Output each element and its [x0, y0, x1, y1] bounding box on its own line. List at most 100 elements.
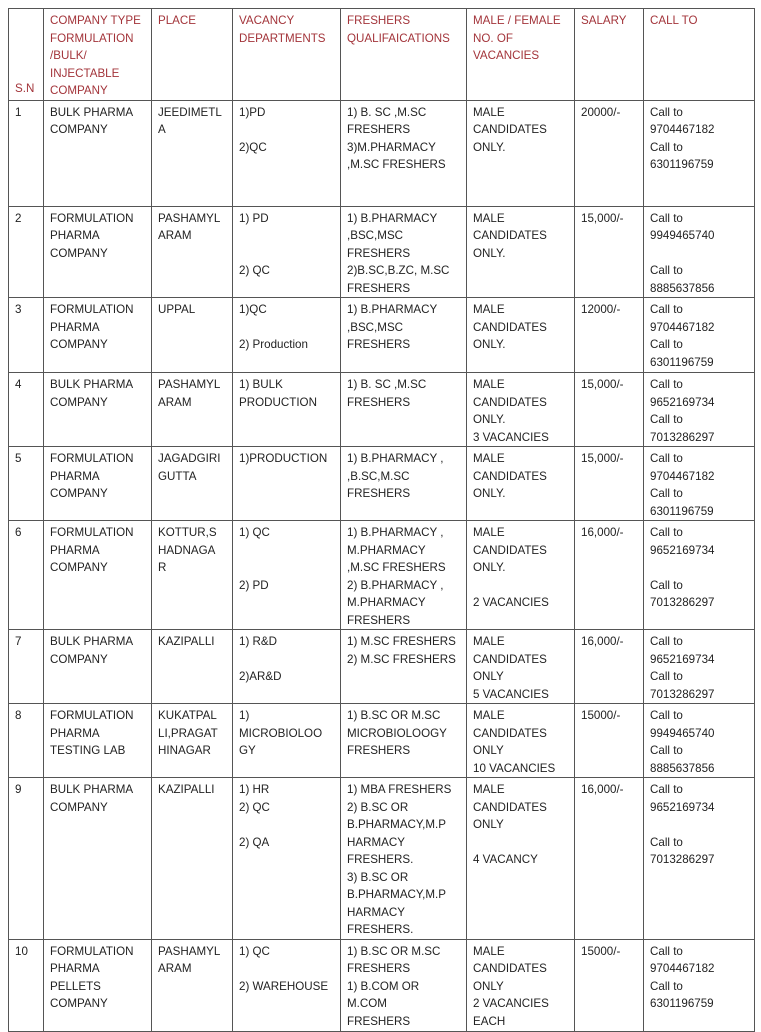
header-gender-vacancies: MALE / FEMALE NO. OF VACANCIES [466, 8, 575, 101]
gender-vacancies-cell: MALE CANDIDATES ONLY. [466, 297, 575, 373]
gender-vacancies-cell: MALE CANDIDATES ONLY. [466, 446, 575, 521]
departments-cell: 1) HR 2) QC 2) QA [232, 777, 341, 940]
serial-number-cell: 3 [8, 297, 44, 373]
call-to-cell: Call to 9652169734 Call to 7013286297 [643, 777, 755, 940]
qualifications-cell: 1) B. SC ,M.SC FRESHERS [340, 372, 467, 447]
departments-cell: 1)PRODUCTION [232, 446, 341, 521]
table-row: 3 FORMULATION PHARMA COMPANY UPPAL 1)QC 2) … [8, 297, 755, 373]
header-departments: VACANCY DEPARTMENTS [232, 8, 341, 101]
qualifications-cell: 1) B.SC OR M.SC FRESHERS 1) B.COM OR M.C… [340, 938, 467, 1032]
company-type-cell: FORMULATION PHARMA TESTING LAB [43, 703, 152, 778]
place-cell: JAGADGIRI GUTTA [151, 446, 233, 521]
header-place: PLACE [151, 8, 233, 101]
call-to-cell: Call to 9704467182 Call to 6301196759 [643, 446, 755, 521]
company-type-cell: FORMULATION PHARMA COMPANY [43, 297, 152, 373]
serial-number-cell: 5 [8, 446, 44, 521]
company-type-cell: BULK PHARMA COMPANY [43, 372, 152, 447]
company-type-cell: FORMULATION PHARMA COMPANY [43, 205, 152, 298]
departments-cell: 1) PD 2) QC [232, 205, 341, 298]
salary-cell: 16,000/- [574, 629, 644, 704]
table-row: 4 BULK PHARMA COMPANY PASHAMYL ARAM 1) BULK… [8, 372, 755, 447]
header-qualifications: FRESHERS QUALIFAICATIONS [340, 8, 467, 101]
call-to-cell: Call to 9949465740 Call to 8885637856 [643, 205, 755, 298]
place-cell: PASHAMYL ARAM [151, 205, 233, 298]
departments-cell: 1)PD 2)QC [232, 99, 341, 207]
vacancy-table: S.N COMPANY TYPE FORMULATION /BULK/ INJE… [8, 8, 755, 1032]
company-type-cell: FORMULATION PHARMA COMPANY [43, 446, 152, 521]
departments-cell: 1)QC 2) Production [232, 297, 341, 373]
qualifications-cell: 1) B.PHARMACY ,BSC,MSC FRESHERS [340, 297, 467, 373]
gender-vacancies-cell: MALE CANDIDATES ONLY 10 VACANCIES [466, 703, 575, 778]
table-row: 9 BULK PHARMA COMPANY KAZIPALLI 1) HR 2) QC… [8, 777, 755, 940]
departments-cell: 1) QC 2) PD [232, 520, 341, 630]
call-to-cell: Call to 9652169734 Call to 7013286297 [643, 372, 755, 447]
salary-cell: 12000/- [574, 297, 644, 373]
serial-number-cell: 6 [8, 520, 44, 630]
company-type-cell: FORMULATION PHARMA COMPANY [43, 520, 152, 630]
qualifications-cell: 1) MBA FRESHERS 2) B.SC OR B.PHARMACY,M.… [340, 777, 467, 940]
gender-vacancies-cell: MALE CANDIDATES ONLY. [466, 205, 575, 298]
place-cell: PASHAMYL ARAM [151, 938, 233, 1032]
call-to-cell: Call to 9704467182 Call to 6301196759 [643, 99, 755, 207]
company-type-cell: BULK PHARMA COMPANY [43, 777, 152, 940]
serial-number-cell: 7 [8, 629, 44, 704]
salary-cell: 15000/- [574, 938, 644, 1032]
qualifications-cell: 1) B.SC OR M.SC MICROBIOLOOGY FRESHERS [340, 703, 467, 778]
table-row: 2 FORMULATION PHARMA COMPANY PASHAMYL ARAM… [8, 205, 755, 298]
gender-vacancies-cell: MALE CANDIDATES ONLY. 3 VACANCIES [466, 372, 575, 447]
salary-cell: 15,000/- [574, 372, 644, 447]
table-row: 5 FORMULATION PHARMA COMPANY JAGADGIRI GUT… [8, 446, 755, 521]
place-cell: KOTTUR,S HADNAGA R [151, 520, 233, 630]
serial-number-cell: 8 [8, 703, 44, 778]
qualifications-cell: 1) B.PHARMACY , ,B.SC,M.SC FRESHERS [340, 446, 467, 521]
call-to-cell: Call to 9652169734 Call to 7013286297 [643, 629, 755, 704]
salary-cell: 20000/- [574, 99, 644, 207]
serial-number-cell: 9 [8, 777, 44, 940]
table-row: 6 FORMULATION PHARMA COMPANY KOTTUR,S HADN… [8, 520, 755, 630]
header-row: S.N COMPANY TYPE FORMULATION /BULK/ INJE… [8, 8, 755, 101]
departments-cell: 1) R&D 2)AR&D [232, 629, 341, 704]
serial-number-cell: 10 [8, 938, 44, 1032]
qualifications-cell: 1) B.PHARMACY , M.PHARMACY ,M.SC FRESHER… [340, 520, 467, 630]
serial-number-cell: 2 [8, 205, 44, 298]
serial-number-cell: 1 [8, 99, 44, 207]
gender-vacancies-cell: MALE CANDIDATES ONLY. 2 VACANCIES [466, 520, 575, 630]
company-type-cell: FORMULATION PHARMA PELLETS COMPANY [43, 938, 152, 1032]
gender-vacancies-cell: MALE CANDIDATES ONLY 4 VACANCY [466, 777, 575, 940]
call-to-cell: Call to 9652169734 Call to 7013286297 [643, 520, 755, 630]
salary-cell: 16,000/- [574, 777, 644, 940]
header-salary: SALARY [574, 8, 644, 101]
salary-cell: 15,000/- [574, 446, 644, 521]
gender-vacancies-cell: MALE CANDIDATES ONLY 2 VACANCIES EACH [466, 938, 575, 1032]
gender-vacancies-cell: MALE CANDIDATES ONLY 5 VACANCIES [466, 629, 575, 704]
salary-cell: 15000/- [574, 703, 644, 778]
departments-cell: 1) MICROBIOLOO GY [232, 703, 341, 778]
place-cell: KUKATPAL LI,PRAGAT HINAGAR [151, 703, 233, 778]
table-row: 10 FORMULATION PHARMA PELLETS COMPANY PASH… [8, 938, 755, 1032]
qualifications-cell: 1) B. SC ,M.SC FRESHERS 3)M.PHARMACY ,M.… [340, 99, 467, 207]
place-cell: KAZIPALLI [151, 629, 233, 704]
departments-cell: 1) BULK PRODUCTION [232, 372, 341, 447]
salary-cell: 16,000/- [574, 520, 644, 630]
header-sn: S.N [8, 8, 44, 101]
call-to-cell: Call to 9704467182 Call to 6301196759 [643, 297, 755, 373]
call-to-cell: Call to 9949465740 Call to 8885637856 [643, 703, 755, 778]
place-cell: JEEDIMETL A [151, 99, 233, 207]
qualifications-cell: 1) B.PHARMACY ,BSC,MSC FRESHERS 2)B.SC,B… [340, 205, 467, 298]
table-row: 8 FORMULATION PHARMA TESTING LAB KUKATPAL … [8, 703, 755, 778]
qualifications-cell: 1) M.SC FRESHERS 2) M.SC FRESHERS [340, 629, 467, 704]
departments-cell: 1) QC 2) WAREHOUSE [232, 938, 341, 1032]
gender-vacancies-cell: MALE CANDIDATES ONLY. [466, 99, 575, 207]
salary-cell: 15,000/- [574, 205, 644, 298]
serial-number-cell: 4 [8, 372, 44, 447]
header-company-type: COMPANY TYPE FORMULATION /BULK/ INJECTAB… [43, 8, 152, 101]
company-type-cell: BULK PHARMA COMPANY [43, 629, 152, 704]
call-to-cell: Call to 9704467182 Call to 6301196759 [643, 938, 755, 1032]
table-row: 1 BULK PHARMA COMPANY JEEDIMETL A 1)PD 2)QC… [8, 99, 755, 207]
place-cell: KAZIPALLI [151, 777, 233, 940]
place-cell: UPPAL [151, 297, 233, 373]
place-cell: PASHAMYL ARAM [151, 372, 233, 447]
table-row: 7 BULK PHARMA COMPANY KAZIPALLI 1) R&D 2)AR… [8, 629, 755, 704]
header-call-to: CALL TO [643, 8, 755, 101]
company-type-cell: BULK PHARMA COMPANY [43, 99, 152, 207]
